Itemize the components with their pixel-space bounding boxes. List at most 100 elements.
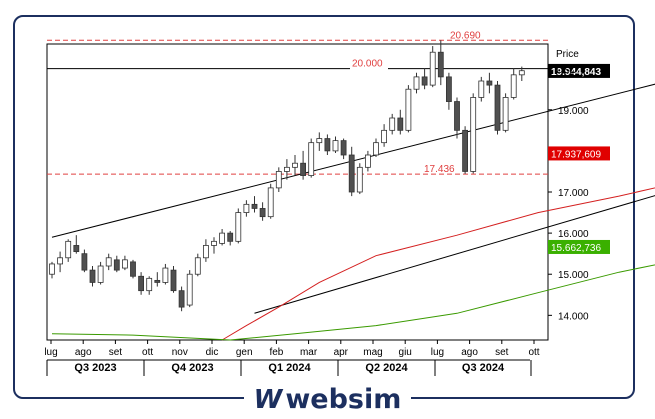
candle-body — [49, 263, 55, 275]
candle-body — [57, 257, 63, 265]
reference-line-label: 20.000 — [352, 59, 383, 70]
month-label: gen — [236, 347, 253, 358]
candle-body — [138, 275, 145, 292]
candle-body — [202, 245, 209, 259]
candle — [332, 136, 339, 153]
y-tick-label: 17.000 — [558, 188, 589, 199]
candle-body — [437, 51, 444, 78]
month-label: apr — [334, 347, 349, 358]
candle — [219, 229, 226, 246]
candle-body — [454, 101, 460, 131]
candle — [57, 251, 63, 273]
candle — [202, 239, 209, 262]
candle-body — [227, 232, 234, 242]
indicator-badge-bg — [548, 146, 610, 161]
candle-body — [162, 267, 169, 283]
quarter-label: Q1 2024 — [268, 362, 311, 374]
candle-body — [356, 166, 363, 193]
candle — [518, 66, 525, 81]
candle — [356, 163, 363, 195]
month-label: ago — [461, 347, 478, 358]
candle — [81, 249, 88, 273]
candle-body — [470, 97, 477, 172]
month-label: mag — [363, 347, 382, 358]
candle — [470, 93, 477, 174]
month-label: set — [109, 347, 123, 358]
candle-body — [316, 138, 323, 144]
indicator-badge-bg — [548, 239, 610, 254]
x-axis: lug ago set ott nov dic gen feb mar apr mag giu lug a… — [44, 340, 540, 376]
candle — [122, 255, 128, 271]
candle — [178, 286, 185, 312]
candle-body — [292, 162, 298, 168]
candle-body — [194, 257, 201, 275]
reference-line-label: 20.690 — [450, 30, 481, 41]
indicator-lines — [51, 83, 655, 341]
candle — [389, 113, 396, 135]
candle-body — [73, 245, 80, 253]
candle — [478, 76, 485, 102]
candle-body — [332, 140, 339, 152]
candle — [97, 261, 104, 285]
candle — [194, 253, 201, 277]
moving-average-green-line — [51, 264, 655, 341]
indicator-badge-label: 15.662,736 — [551, 243, 601, 254]
candle — [105, 253, 112, 271]
candle-body — [89, 269, 96, 283]
candle — [486, 72, 493, 94]
candle-body — [170, 269, 177, 292]
candle-body — [267, 187, 274, 218]
month-label: giu — [399, 347, 412, 358]
candle — [170, 266, 177, 293]
candle-body — [462, 129, 469, 172]
candle-body — [486, 80, 493, 86]
y-tick-label: 14.000 — [558, 311, 589, 322]
candle — [462, 126, 469, 174]
candle-body — [243, 203, 250, 213]
candle-body — [113, 259, 120, 271]
candle — [154, 272, 161, 287]
brand-footer: W websim — [0, 380, 655, 419]
candle — [316, 132, 323, 151]
candle — [243, 200, 250, 217]
candle — [324, 134, 331, 155]
y-axis-currency-label: USD — [556, 65, 577, 76]
candle — [429, 46, 436, 88]
candle — [413, 72, 420, 94]
candle-body — [445, 76, 452, 102]
candle-body — [348, 154, 355, 193]
month-label: lug — [44, 347, 57, 358]
candle — [373, 138, 379, 158]
candle-body — [381, 129, 388, 144]
candle-body — [364, 154, 371, 168]
y-axis: 14.00015.00016.00017.00018.00019.00019.9… — [548, 63, 610, 322]
candle-body — [81, 253, 88, 271]
candle-body — [502, 97, 509, 131]
last-price-badge-bg — [548, 63, 610, 78]
reference-lines: 20.690 20.000 17.436 — [47, 30, 548, 175]
candle — [113, 255, 120, 273]
candle — [283, 159, 290, 180]
quarter-label: Q3 2024 — [462, 362, 505, 374]
candle-body — [219, 232, 226, 244]
candle — [162, 263, 169, 285]
candle — [502, 93, 509, 133]
candle — [186, 270, 193, 308]
candle-body — [308, 142, 315, 176]
label-background — [350, 57, 388, 70]
candles — [49, 40, 525, 312]
indicator-badge-label: 17.937,609 — [551, 149, 601, 160]
candle-body — [146, 277, 153, 292]
month-label: set — [495, 347, 509, 358]
candle-body — [275, 171, 282, 189]
candle-body — [130, 261, 136, 277]
candle-body — [405, 88, 412, 131]
candle-body — [300, 162, 307, 176]
candle-body — [389, 117, 396, 131]
candle — [89, 266, 96, 287]
candle — [510, 68, 517, 100]
candle — [300, 150, 307, 180]
month-label: ott — [528, 347, 539, 358]
candle — [138, 272, 145, 295]
candle — [340, 138, 347, 160]
